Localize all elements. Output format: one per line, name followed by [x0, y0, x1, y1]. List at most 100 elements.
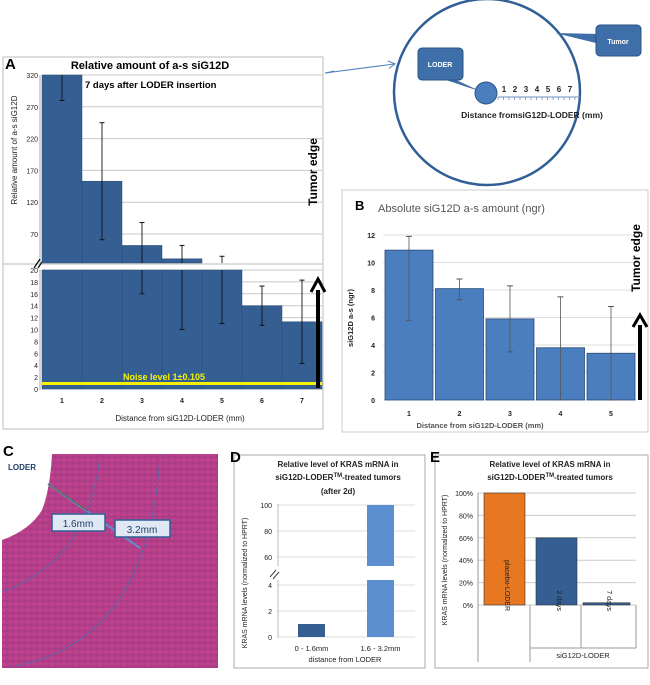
loder-callout [417, 47, 464, 81]
x-tick-label: 3 [140, 398, 144, 405]
chart-a-subtitle: 7 days after LODER insertion [85, 80, 217, 91]
x-tick-label: 0 - 1.6mm [295, 644, 329, 653]
y-tick-label: 170 [26, 168, 38, 175]
x-tick-label: 4 [559, 411, 563, 418]
chart-e-ylabel: KRAS mRNA levels (normalized to HPRT) [442, 495, 449, 626]
y-tick-label: 60% [459, 536, 473, 543]
chart-b-title: Absolute siG12D a-s amount (ngr) [378, 203, 545, 215]
chart-a-title: Relative amount of a-s siG12D [71, 60, 229, 72]
ruler-tick-label: 3 [524, 85, 529, 94]
y-tick-label: 12 [30, 316, 38, 323]
arc-3-2mm [14, 453, 161, 667]
loder-callout-label: LODER [428, 62, 453, 69]
tumor-edge-arrowhead [631, 312, 649, 328]
x-tick-label: 5 [609, 411, 613, 418]
chart-title-part: TM [545, 473, 554, 479]
chart-a-xlabel: Distance from siG12D-LODER (mm) [115, 414, 245, 423]
y-tick-label: 8 [34, 339, 38, 346]
ruler-tick-label: 6 [557, 85, 562, 94]
y-tick-label: 12 [367, 233, 375, 240]
bar-e-1 [483, 492, 526, 606]
y-tick-label: 4 [34, 363, 38, 370]
chart-b [341, 189, 649, 433]
loder-label-c: LODER [8, 463, 36, 472]
bar-b-2 [435, 288, 484, 401]
x-tick-label: placebo-LODER [503, 560, 510, 611]
chart-a [2, 56, 327, 430]
tumor-callout-pointer [555, 33, 600, 44]
y-tick-label: 0 [34, 387, 38, 394]
x-tick-label: 1 [407, 411, 411, 418]
panel-letter-b: B [355, 198, 364, 213]
y-tick-label: 40% [459, 558, 473, 565]
y-tick-label: 2 [268, 609, 272, 616]
y-tick-label: 80% [459, 513, 473, 520]
y-tick-label: 16 [30, 292, 38, 299]
axis-break-mark [269, 569, 280, 580]
y-tick-label: 4 [268, 583, 272, 590]
distance-diagram [324, 0, 642, 187]
panel-letter-a: A [5, 56, 16, 73]
y-tick-label: 100 [260, 503, 272, 510]
y-tick-label: 0% [463, 603, 473, 610]
loder-callout-pointer [440, 78, 482, 92]
loder-implant [474, 81, 498, 105]
y-tick-label: 6 [371, 316, 375, 323]
ruler-tick-label: 4 [535, 85, 540, 94]
bar-d-2-lower [367, 580, 394, 637]
bar-a-1-upper [41, 74, 83, 264]
chart-d [233, 454, 426, 669]
label-3-2mm: 3.2mm [127, 525, 158, 536]
ruler-tick-label: 5 [546, 85, 551, 94]
arc-1-6mm [1, 453, 101, 593]
ruler-tick-label: 7 [568, 85, 573, 94]
measure-line-inner [47, 483, 89, 512]
chart-title-part: siG12D-LODER [487, 473, 545, 482]
label-box-3-2mm [114, 519, 171, 538]
y-tick-label: 70 [30, 232, 38, 239]
y-tick-label: 220 [26, 137, 38, 144]
chart-title-part: -treated tumors [342, 473, 401, 482]
panel-letter-c: C [3, 443, 14, 460]
panel-letter-e: E [430, 449, 440, 466]
tumor-edge-label-a: Tumor edge [306, 138, 320, 206]
label-box-1-6mm [51, 513, 106, 532]
bar-d-2-upper [367, 505, 394, 566]
x-tick-label: 1 [60, 398, 64, 405]
tumor-edge-arrowhead [309, 275, 327, 293]
x-tick-label: 1.6 - 3.2mm [360, 644, 400, 653]
chart-title-part: -treated tumors [554, 473, 613, 482]
chart-title-line: Relative level of KRAS mRNA in [489, 460, 610, 469]
chart-title-line: siG12D-LODERTM-treated tumors [275, 473, 401, 482]
bar-a-2-lower [81, 269, 123, 390]
chart-title-line: (after 2d) [321, 487, 356, 496]
tumor-circle [392, 0, 582, 187]
x-tick-label: 6 [260, 398, 264, 405]
y-tick-label: 10 [367, 261, 375, 268]
y-tick-label: 60 [264, 555, 272, 562]
y-tick-label: 4 [371, 343, 375, 350]
chart-d-xlabel: distance from LODER [309, 655, 383, 664]
tumor-callout [595, 24, 642, 57]
link-arrow-tail [325, 70, 335, 74]
tumor-edge-label-b: Tumor edge [629, 224, 643, 292]
bar-d-1 [298, 624, 325, 637]
histology-panel-c [1, 453, 218, 668]
y-tick-label: 8 [371, 288, 375, 295]
x-tick-label: 2 days [555, 590, 562, 611]
y-tick-label: 2 [371, 371, 375, 378]
chart-b-xlabel: Distance from siG12D-LODER (mm) [416, 421, 544, 430]
y-tick-label: 0 [268, 635, 272, 642]
x-tick-label: 2 [458, 411, 462, 418]
y-tick-label: 80 [264, 529, 272, 536]
chart-d-ylabel: KRAS mRNA levels (normalized to HPRT) [242, 518, 249, 649]
chart-b-ylabel: siG12D a-s (ngr) [346, 289, 355, 347]
bar-e-3 [582, 602, 631, 606]
chart-title-part: TM [333, 473, 342, 479]
x-tick-label: 7 days [605, 590, 612, 611]
y-tick-label: 0 [371, 398, 375, 405]
chart-title-line: Relative level of KRAS mRNA in [277, 460, 398, 469]
x-tick-label: 3 [508, 411, 512, 418]
y-tick-label: 20% [459, 581, 473, 588]
